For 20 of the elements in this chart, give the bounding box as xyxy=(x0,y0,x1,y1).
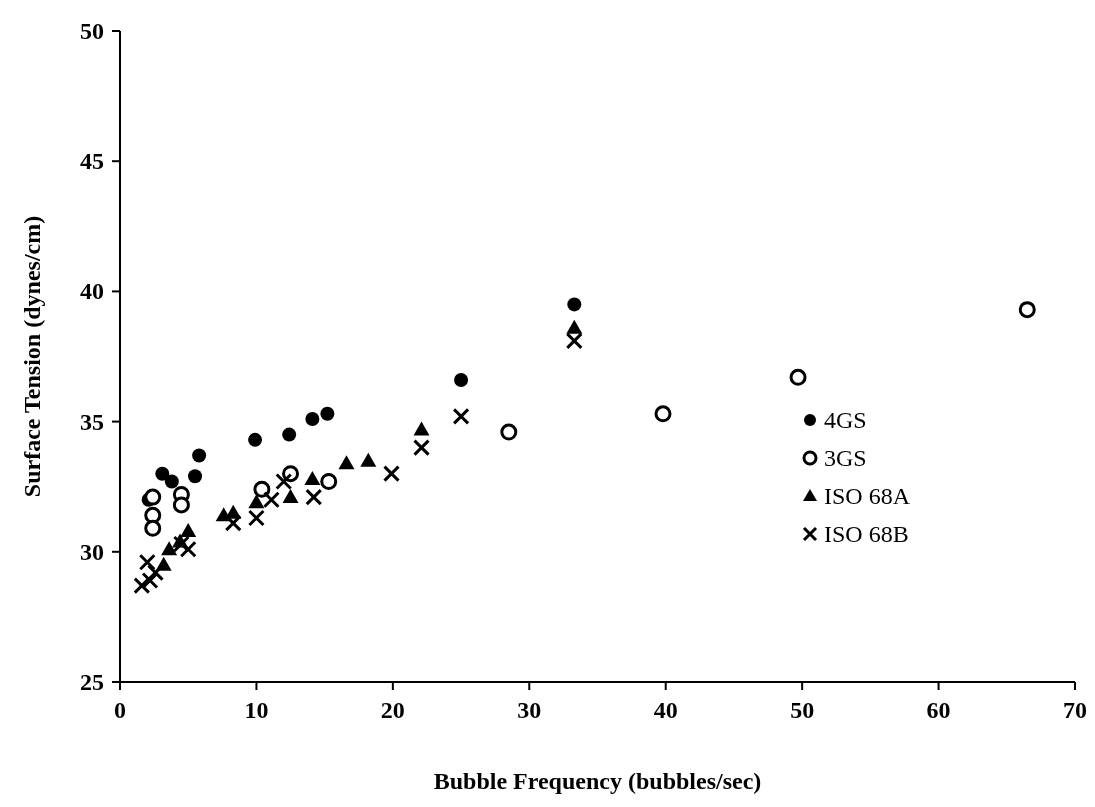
y-tick-label: 40 xyxy=(80,278,104,305)
x-tick-label: 70 xyxy=(1063,697,1087,723)
x-tick-label: 40 xyxy=(653,697,678,723)
x-axis-title: Bubble Frequency (bubbles/sec) xyxy=(433,768,762,794)
legend-label: 4GS xyxy=(824,407,867,433)
x-tick-label: 0 xyxy=(114,697,126,723)
y-tick-label: 45 xyxy=(80,148,104,175)
y-tick-label: 30 xyxy=(80,538,104,565)
y-tick-label: 35 xyxy=(80,408,104,435)
x-tick-label: 10 xyxy=(244,697,269,723)
y-tick-label: 50 xyxy=(80,18,104,44)
legend-label: ISO 68A xyxy=(824,483,911,509)
legend-label: ISO 68B xyxy=(824,521,909,547)
y-tick-label: 25 xyxy=(80,669,104,695)
x-tick-label: 60 xyxy=(926,697,951,723)
y-axis-title: Surface Tension (dynes/cm) xyxy=(19,215,45,498)
x-tick-label: 30 xyxy=(517,697,542,723)
x-tick-label: 20 xyxy=(380,697,405,723)
x-tick-label: 50 xyxy=(790,697,815,723)
legend-label: 3GS xyxy=(824,445,867,471)
